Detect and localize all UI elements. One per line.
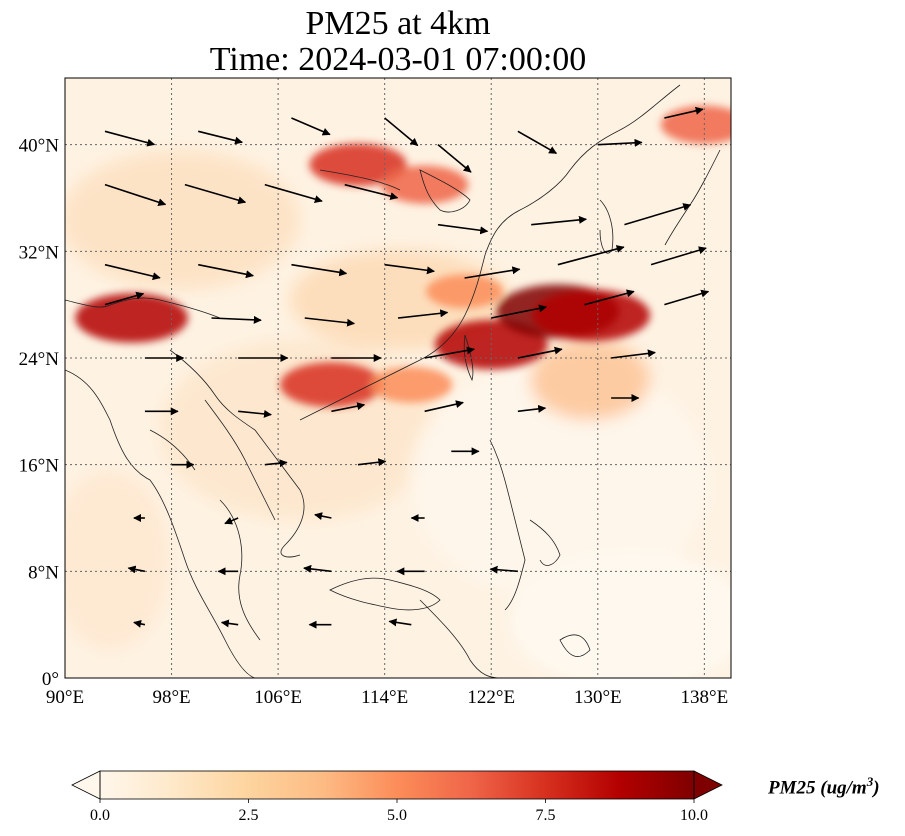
colorbar-tick-label: 0.0 xyxy=(90,807,110,824)
wind-arrow xyxy=(624,203,692,226)
wind-arrow xyxy=(238,409,272,418)
lon-tick-label: 122°E xyxy=(467,687,515,708)
wind-arrow xyxy=(184,183,247,205)
colorbar-tick-label: 7.5 xyxy=(536,807,556,824)
pm25-plume xyxy=(280,362,383,408)
wind-arrow xyxy=(264,183,323,204)
wind-arrow xyxy=(517,404,547,413)
lon-tick-labels: 90°E 98°E 106°E 114°E 122°E 130°E 138°E xyxy=(46,687,728,708)
wind-arrow xyxy=(331,402,366,413)
lon-tick-label: 130°E xyxy=(574,687,622,708)
pm25-plume xyxy=(532,289,651,342)
wind-arrow xyxy=(384,263,435,275)
wind-arrow xyxy=(517,346,563,359)
colorbar-label: PM25 (ug/m3) xyxy=(768,774,880,799)
wind-arrow xyxy=(314,512,332,521)
pm25-plume xyxy=(370,366,453,403)
wind-arrow xyxy=(491,304,548,319)
wind-arrow xyxy=(437,223,489,235)
wind-arrow xyxy=(424,400,464,413)
colorbar-tick-label: 10.0 xyxy=(680,807,708,824)
wind-arrow xyxy=(104,130,156,147)
lat-tick-label: 0° xyxy=(42,669,59,690)
wind-arrow xyxy=(104,263,161,281)
wind-arrow xyxy=(584,289,635,306)
wind-arrow xyxy=(489,565,518,574)
wind-arrow xyxy=(304,317,356,327)
wind-arrow xyxy=(464,266,521,279)
wind-arrow xyxy=(127,565,146,574)
lat-tick-label: 32°N xyxy=(19,242,60,263)
colorbar-min-extend xyxy=(71,770,101,800)
pm25-plume xyxy=(426,274,503,309)
wind-arrow xyxy=(557,245,625,266)
wind-arrow xyxy=(291,263,348,277)
colorbar: 0.0 2.5 5.0 7.5 10.0 xyxy=(71,770,723,824)
colorbar-tick-label: 5.0 xyxy=(387,807,407,824)
colorbar-tick-label: 2.5 xyxy=(239,807,259,824)
wind-arrow xyxy=(437,144,472,173)
wind-arrow xyxy=(424,346,475,359)
wind-arrow xyxy=(664,106,704,119)
wind-arrow xyxy=(611,349,656,359)
wind-arrow xyxy=(104,291,145,306)
wind-arrow xyxy=(517,130,558,155)
wind-arrow xyxy=(104,183,167,207)
lat-tick-label: 16°N xyxy=(19,456,60,477)
wind-arrow xyxy=(650,246,707,266)
lon-tick-label: 106°E xyxy=(254,687,302,708)
lon-tick-label: 98°E xyxy=(152,687,190,708)
wind-arrow xyxy=(220,619,239,628)
lat-tick-labels: 0° 8°N 16°N 24°N 32°N 40°N xyxy=(19,136,60,690)
map-title: PM25 at 4km xyxy=(305,5,491,42)
wind-arrow xyxy=(384,117,419,147)
lon-tick-label: 114°E xyxy=(361,687,408,708)
wind-arrow xyxy=(211,315,262,324)
lat-tick-label: 24°N xyxy=(19,349,60,370)
wind-arrow xyxy=(388,618,412,627)
map-subtitle-time: Time: 2024-03-01 07:00:00 xyxy=(209,41,587,78)
wind-arrow xyxy=(664,289,710,306)
wind-arrow xyxy=(198,263,254,279)
wind-arrow xyxy=(224,517,239,525)
wind-arrow xyxy=(303,564,332,573)
pm25-plume xyxy=(309,143,407,186)
colorbar-max-extend xyxy=(693,770,723,800)
wind-arrow xyxy=(397,309,449,319)
wind-arrow xyxy=(357,458,387,467)
lon-tick-label: 138°E xyxy=(681,687,729,708)
wind-arrow xyxy=(133,619,146,628)
wind-arrow xyxy=(264,459,288,468)
pm25-plume xyxy=(75,293,188,343)
lon-tick-label: 90°E xyxy=(46,687,84,708)
wind-vectors xyxy=(104,106,710,629)
wind-arrow xyxy=(531,215,587,226)
wind-arrow xyxy=(344,183,399,201)
wind-arrow xyxy=(597,138,643,147)
lat-tick-label: 8°N xyxy=(28,562,59,583)
map-frame xyxy=(64,77,732,679)
wind-arrow xyxy=(198,130,243,145)
lat-tick-label: 40°N xyxy=(19,136,60,157)
pm25-field xyxy=(65,78,731,678)
wind-arrow xyxy=(291,117,331,136)
